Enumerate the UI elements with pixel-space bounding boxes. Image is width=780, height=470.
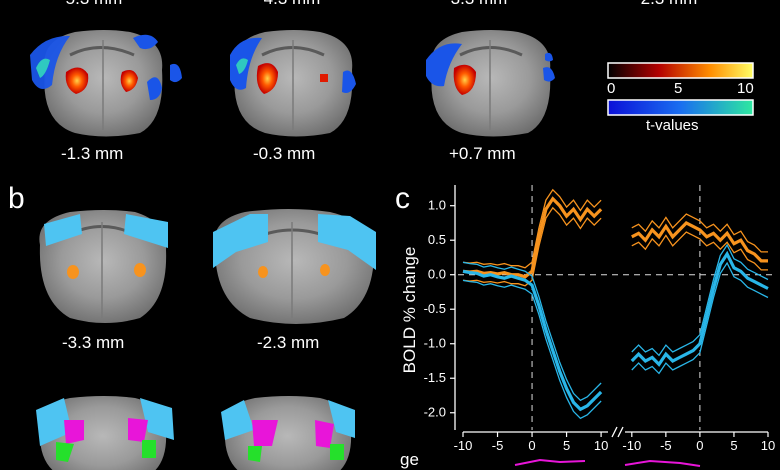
x-tick-label: 10 <box>594 438 608 453</box>
top-cut-label: -5.3 mm <box>60 0 122 9</box>
panel-c-letter: c <box>395 182 410 215</box>
x-tick-label: 5 <box>563 438 570 453</box>
brain-slice <box>30 30 182 137</box>
x-tick-label: -5 <box>492 438 504 453</box>
series-ci-line <box>631 213 768 253</box>
y-tick-label: -2.0 <box>424 405 446 420</box>
brain-slice <box>230 30 356 137</box>
series-line-blue <box>630 250 769 367</box>
series-ci-line <box>462 188 602 269</box>
brain-slice <box>426 30 555 137</box>
slice-label: -1.3 mm <box>61 144 124 163</box>
slice-label: +0.7 mm <box>449 144 516 163</box>
y-tick-label: -1.0 <box>424 336 446 351</box>
top-cut-label: -2.3 mm <box>635 0 697 9</box>
slice-label: -3.3 mm <box>62 333 125 352</box>
slice-label: -2.3 mm <box>257 333 320 352</box>
x-tick-label: 5 <box>730 438 737 453</box>
slice-label: -0.3 mm <box>253 144 316 163</box>
series-ci-line <box>462 261 602 402</box>
brain-slice <box>36 396 174 470</box>
series-ci-line <box>462 279 602 420</box>
axis-break-mark <box>611 426 618 438</box>
series-line-blue <box>462 269 603 412</box>
x-tick-label: 0 <box>528 438 535 453</box>
colorbar-tick: 10 <box>737 80 754 97</box>
series-ci-line <box>631 243 769 357</box>
x-tick-label: 10 <box>761 438 775 453</box>
y-tick-label: -1.5 <box>424 370 446 385</box>
y-tick-label: 0.5 <box>428 232 446 247</box>
axis-break-mark <box>617 426 624 438</box>
x-tick-label: 0 <box>696 438 703 453</box>
x-tick-label: -10 <box>622 438 641 453</box>
brain-slice <box>221 396 355 470</box>
panel-b-letter: b <box>8 182 25 215</box>
series-ci-line <box>631 261 769 375</box>
top-cut-label: -4.3 mm <box>258 0 320 9</box>
y-tick-label: -0.5 <box>424 301 446 316</box>
x-tick-label: -5 <box>660 438 672 453</box>
colorbar-tick: 5 <box>674 80 683 97</box>
y-axis-label: BOLD % change <box>400 246 419 374</box>
series-line-orange <box>631 221 768 263</box>
series-ci-line <box>631 231 768 271</box>
brain-slice <box>213 209 376 324</box>
bottom-magenta-trace <box>514 458 586 466</box>
bottom-ylabel-fragment: ge <box>400 450 419 469</box>
colorbar-tick: 0 <box>607 80 616 97</box>
series-line-orange <box>462 196 603 279</box>
top-cut-label: -3.3 mm <box>445 0 507 9</box>
cool-colorbar <box>607 99 754 116</box>
x-tick-label: -10 <box>454 438 473 453</box>
hot-colorbar <box>607 62 754 79</box>
y-tick-label: 1.0 <box>428 198 446 213</box>
colorbar-title: t-values <box>646 117 699 134</box>
bold-chart: 1.0 0.5 0.0 -0.5 -1.0 -1.5 -2.0 -10 -5 0 5 10 -10 -5 0… <box>424 185 775 453</box>
y-tick-label: 0.0 <box>428 267 446 282</box>
series-ci-line <box>462 206 602 287</box>
bottom-magenta-trace <box>624 459 701 467</box>
brain-slice <box>39 210 168 323</box>
